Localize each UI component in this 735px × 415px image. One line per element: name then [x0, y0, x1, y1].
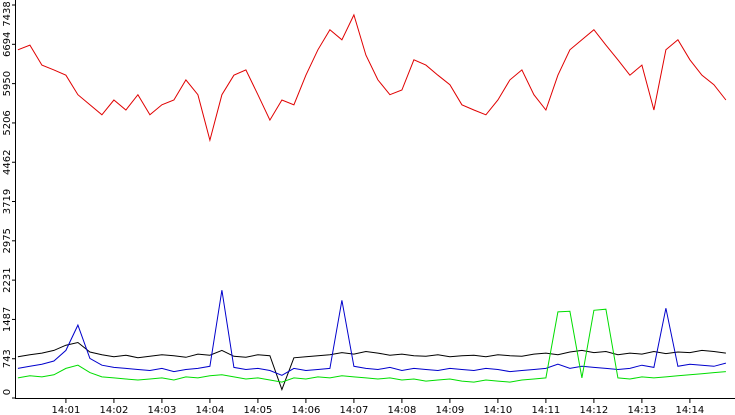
x-tick-label: 14:14: [675, 405, 704, 415]
y-tick-label: 3719: [2, 189, 13, 214]
x-tick-label: 14:12: [579, 405, 608, 415]
x-tick-label: 14:10: [483, 405, 512, 415]
y-tick-label: 5206: [2, 110, 13, 135]
x-tick-label: 14:07: [339, 405, 368, 415]
series-line: [17, 290, 727, 376]
y-tick-label: 743: [2, 349, 13, 368]
x-tick-label: 14:08: [387, 405, 416, 415]
x-tick-label: 14:09: [435, 405, 464, 415]
y-tick-label: 2975: [2, 228, 13, 253]
y-tick-label: 5950: [2, 71, 13, 96]
series-line: [17, 308, 726, 383]
y-tick-label: 1487: [2, 307, 13, 332]
x-tick-label: 14:03: [147, 405, 176, 415]
series-line: [17, 341, 726, 391]
y-tick-label: 2231: [2, 267, 13, 292]
x-tick-label: 14:05: [243, 405, 272, 415]
x-tick-label: 14:13: [627, 405, 656, 415]
x-tick-label: 14:01: [52, 405, 81, 415]
series-line: [17, 13, 727, 143]
y-tick-label: 7438: [2, 1, 13, 26]
x-tick-label: 14:04: [195, 405, 224, 415]
y-tick-label: 4462: [2, 150, 13, 175]
x-tick-label: 14:11: [531, 405, 560, 415]
x-tick-label: 14:06: [291, 405, 320, 415]
x-tick-label: 14:02: [100, 405, 129, 415]
y-tick-label: 6694: [2, 32, 13, 57]
y-tick-label: 0: [2, 389, 13, 395]
